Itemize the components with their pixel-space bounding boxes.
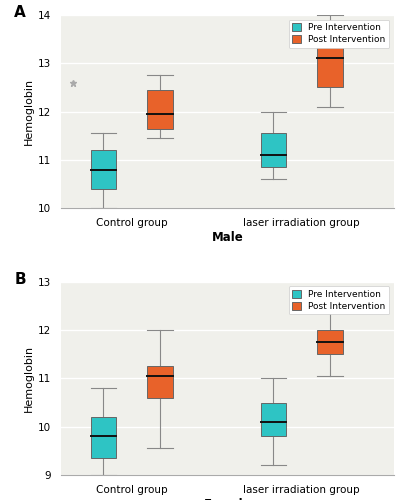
Text: A: A — [14, 6, 26, 20]
Text: B: B — [14, 272, 26, 287]
Bar — [90, 150, 116, 189]
Bar — [260, 402, 286, 436]
X-axis label: Male: Male — [211, 231, 243, 244]
Legend: Pre Intervention, Post Intervention: Pre Intervention, Post Intervention — [288, 286, 388, 314]
Bar — [317, 32, 342, 88]
Bar — [260, 134, 286, 167]
Y-axis label: Hemoglobin: Hemoglobin — [24, 78, 34, 145]
Bar — [147, 366, 173, 398]
Bar — [90, 417, 116, 458]
Legend: Pre Intervention, Post Intervention: Pre Intervention, Post Intervention — [288, 20, 388, 48]
Bar — [317, 330, 342, 354]
X-axis label: Female: Female — [203, 498, 251, 500]
Bar — [147, 90, 173, 128]
Y-axis label: Hemoglobin: Hemoglobin — [24, 345, 34, 412]
